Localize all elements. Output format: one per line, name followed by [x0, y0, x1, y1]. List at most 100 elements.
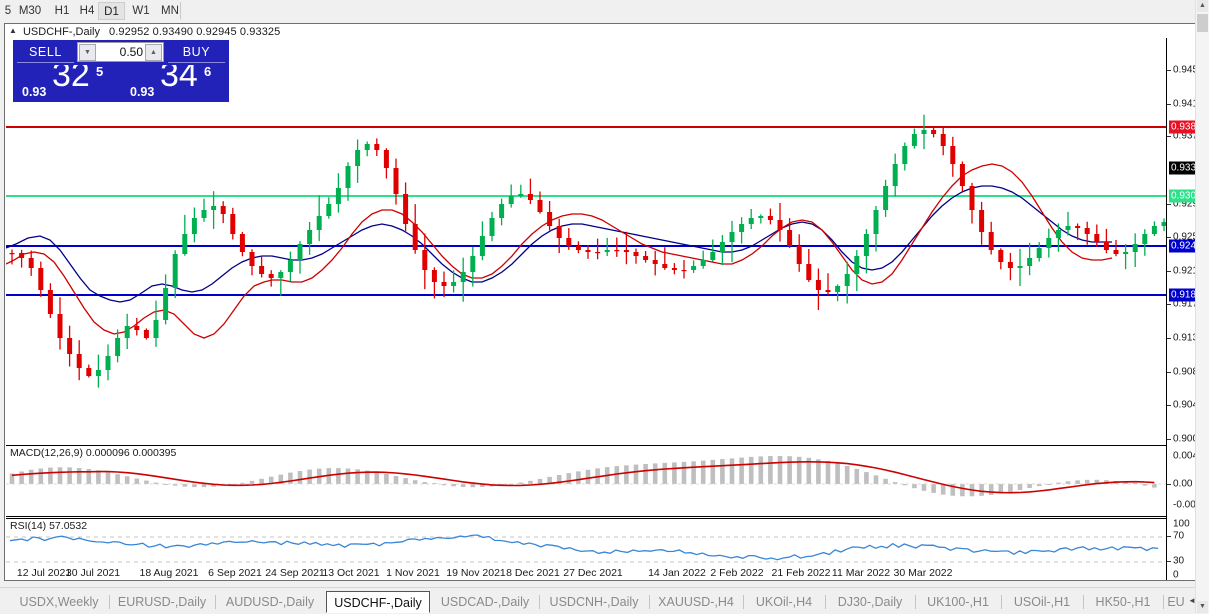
timeframe-h1[interactable]: H1 [54, 5, 70, 17]
candle-body [671, 268, 677, 270]
price-tick [1167, 484, 1171, 485]
macd-bar [115, 474, 120, 484]
sell-price-fraction: 5 [96, 65, 104, 79]
volume-stepper[interactable]: ▼ 0.50 ▲ [77, 42, 164, 62]
caret-left-icon[interactable]: ◄ [1188, 596, 1196, 605]
caret-down-icon[interactable]: ▼ [79, 44, 96, 61]
candle-body [431, 270, 437, 282]
price-pane[interactable] [6, 38, 1166, 443]
candle-body [105, 356, 111, 370]
volume-value[interactable]: 0.50 [119, 45, 143, 59]
rsi-scale-label: 0 [1173, 569, 1179, 581]
macd-bar [940, 484, 946, 495]
caret-up-icon[interactable]: ▲ [1197, 0, 1208, 12]
buy-price-prefix: 0.93 [130, 85, 155, 99]
caret-up-icon[interactable]: ▲ [145, 44, 162, 61]
macd-bar [1094, 479, 1100, 484]
chart-tab-uk100h1[interactable]: UK100-,H1 [927, 595, 989, 609]
sell-button[interactable]: SELL [17, 42, 74, 63]
macd-pane[interactable]: MACD(12,26,9) 0.000096 0.000395 [6, 445, 1166, 517]
window-scrollbar[interactable]: ▲ ▼ [1195, 0, 1209, 613]
candle-body [19, 253, 25, 258]
timeframe-w1[interactable]: W1 [132, 5, 150, 17]
price-label: 0.91700 [1173, 298, 1209, 310]
chart-tab-ukoilh4[interactable]: UKOil-,H4 [755, 595, 813, 609]
macd-bar [892, 482, 898, 484]
macd-bar [998, 484, 1004, 494]
candle-body [595, 252, 601, 254]
candle-body [220, 206, 226, 214]
price-label: 0.93710 [1173, 130, 1209, 142]
macd-bar [278, 474, 284, 484]
macd-bar [451, 484, 456, 487]
chart-tab-usdxweekly[interactable]: USDX,Weekly [19, 595, 99, 609]
macd-bar [739, 457, 744, 484]
macd-bar [288, 472, 293, 484]
date-label: 11 Mar 2022 [831, 567, 891, 579]
candle-body [796, 246, 802, 264]
chart-tab-audusddaily[interactable]: AUDUSD-,Daily [225, 595, 315, 609]
timeframe-h4[interactable]: H4 [79, 5, 95, 17]
candle-body [67, 338, 73, 354]
candle-body [201, 210, 207, 218]
candle-body [691, 266, 697, 270]
chart-tab-eu[interactable]: EU [1167, 595, 1185, 609]
macd-histogram [9, 456, 1157, 497]
caret-down-icon[interactable]: ▼ [1197, 601, 1208, 613]
price-label: 0.92100 [1173, 265, 1209, 277]
price-tick [1167, 439, 1171, 440]
timeframe-d1[interactable]: D1 [98, 2, 125, 20]
timeframe-toolbar: 5 M30 H1 H4 D1 W1 MN [0, 0, 1196, 22]
chart-tab-dj30daily[interactable]: DJ30-,Daily [837, 595, 903, 609]
macd-bar [912, 484, 917, 489]
price-tick [1167, 204, 1171, 205]
candle-body [787, 230, 793, 246]
macd-canvas [6, 456, 1166, 497]
tab-separator [825, 595, 826, 609]
candle-body [345, 166, 351, 188]
candle-body [460, 272, 466, 282]
candle-body [76, 354, 82, 368]
chart-tab-usdcaddaily[interactable]: USDCAD-,Daily [440, 595, 530, 609]
candle-body [1161, 222, 1166, 226]
candle-body [979, 210, 985, 232]
macd-bar [1142, 484, 1148, 486]
candle-body [508, 196, 514, 204]
macd-bar [643, 464, 648, 484]
price-scale[interactable]: 0.94520 0.94120 0.93710 0.92910 0.92510 0.921… [1167, 38, 1209, 581]
sell-price-display[interactable]: 0.93 32 5 [16, 65, 120, 101]
scrollbar-thumb[interactable] [1197, 14, 1208, 32]
buy-button[interactable]: BUY [168, 42, 225, 63]
timeframe-mn[interactable]: MN [161, 5, 179, 17]
macd-bar [614, 466, 620, 484]
macd-bar [57, 467, 63, 484]
chart-tab-xauusdh4[interactable]: XAUUSD-,H4 [658, 595, 734, 609]
macd-bar [700, 460, 706, 484]
candle-body [1075, 226, 1081, 228]
chart-tab-usdchfdaily[interactable]: USDCHF-,Daily [326, 591, 430, 613]
candle-body [863, 234, 869, 256]
buy-price-display[interactable]: 0.93 34 6 [124, 65, 228, 101]
triangle-up-icon[interactable]: ▲ [9, 26, 17, 35]
chart-tab-eurusddaily[interactable]: EURUSD-,Daily [117, 595, 207, 609]
macd-bar [76, 468, 82, 484]
macd-bar [835, 463, 840, 484]
macd-bar [960, 484, 965, 497]
chart-tab-usoilh1[interactable]: USOil-,H1 [1013, 595, 1071, 609]
price-label: 0.90890 [1173, 366, 1209, 378]
candle-body [921, 130, 927, 134]
rsi-pane[interactable]: RSI(14) 57.0532 [6, 518, 1166, 580]
macd-signal-line [11, 460, 1155, 494]
price-label: 0.90490 [1173, 399, 1209, 411]
candle-body [355, 150, 361, 166]
candle-body [153, 320, 159, 338]
macd-bar [547, 476, 552, 484]
macd-bar [710, 459, 716, 484]
timeframe-m30[interactable]: M30 [18, 5, 42, 17]
chart-tab-hk50h1[interactable]: HK50-,H1 [1095, 595, 1151, 609]
macd-bar [566, 473, 572, 484]
price-tick [1167, 338, 1171, 339]
candle-body [191, 218, 197, 234]
chart-tab-usdcnhdaily[interactable]: USDCNH-,Daily [549, 595, 639, 609]
timeframe-5[interactable]: 5 [4, 5, 12, 17]
